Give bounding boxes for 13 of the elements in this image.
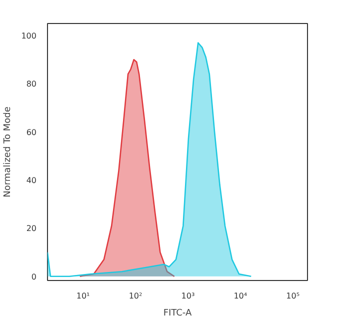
y-tick-label: 0 xyxy=(31,272,37,282)
x-tick-label: 10⁴ xyxy=(234,292,248,300)
y-tick-label: 100 xyxy=(21,32,37,41)
x-tick-label: 10⁵ xyxy=(286,292,300,300)
x-axis-title: FITC-A xyxy=(163,308,192,318)
y-tick-label: 20 xyxy=(26,224,37,234)
y-axis-title: Normalized To Mode xyxy=(3,106,14,198)
y-tick-label: 60 xyxy=(26,128,37,137)
x-tick-label: 10¹ xyxy=(76,292,90,300)
x-tick-label: 10³ xyxy=(181,292,195,300)
y-tick-label: 40 xyxy=(26,176,37,186)
x-tick-label: 10² xyxy=(128,292,142,300)
y-tick-label: 80 xyxy=(26,80,37,89)
